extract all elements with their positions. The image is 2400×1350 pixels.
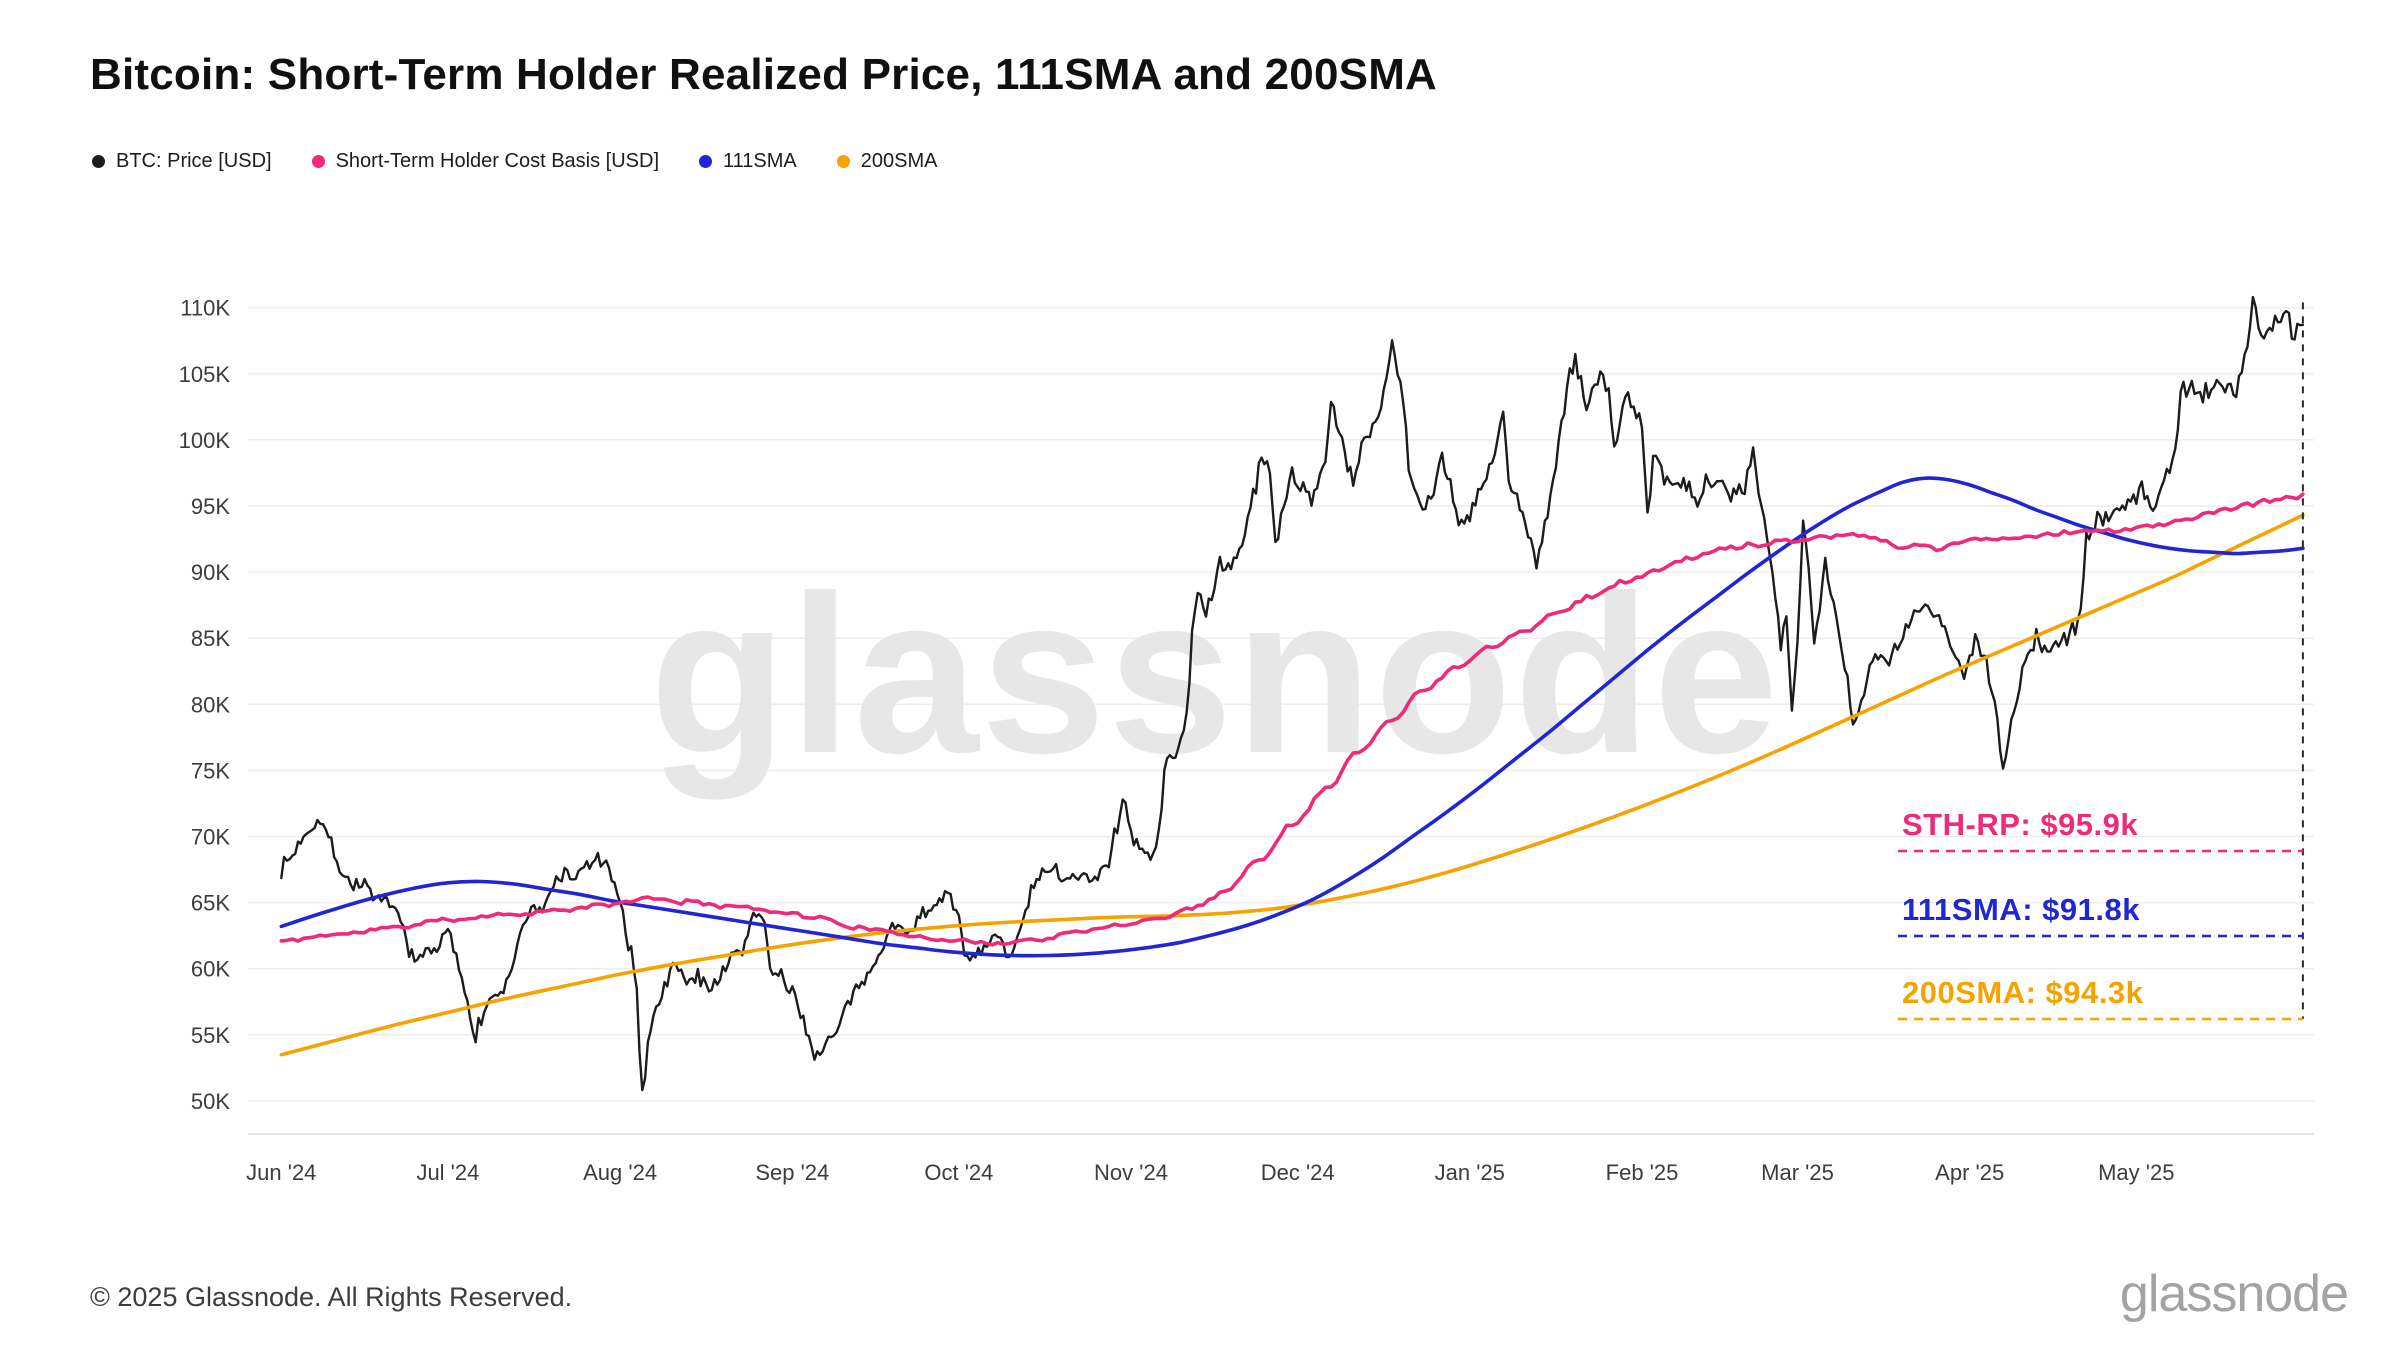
copyright-text: © 2025 Glassnode. All Rights Reserved. <box>90 1282 573 1312</box>
legend-dot-icon <box>311 155 325 168</box>
y-axis-tick-label: 65K <box>191 891 230 916</box>
y-axis-tick-label: 80K <box>191 692 230 717</box>
legend-dot-icon <box>699 155 712 168</box>
series-200sma <box>279 513 2305 1057</box>
glassnode-brand-logo: glassnode <box>2119 1265 2349 1323</box>
y-axis-tick-label: 105K <box>179 362 231 387</box>
annotation-label-200sma: 200SMA: $94.3k <box>1902 975 2144 1010</box>
legend-item-111sma[interactable]: 111SMA <box>699 150 797 173</box>
series-111sma <box>279 476 2305 958</box>
legend-label: 200SMA <box>860 150 938 172</box>
x-axis-tick-label: Apr '25 <box>1935 1160 2004 1185</box>
x-axis-tick-label: Sep '24 <box>755 1160 829 1185</box>
y-axis-tick-label: 75K <box>191 758 230 783</box>
x-axis-tick-label: Mar '25 <box>1761 1160 1834 1185</box>
y-axis-tick-label: 90K <box>191 560 230 585</box>
legend-dot-icon <box>92 155 105 168</box>
legend: BTC: Price [USD] Short-Term Holder Cost B… <box>92 150 937 173</box>
annotation-label-sth-rp: STH-RP: $95.9k <box>1902 807 2138 842</box>
x-axis-tick-label: Nov '24 <box>1094 1160 1168 1185</box>
annotation-label-111sma: 111SMA: $91.8k <box>1902 892 2140 927</box>
series-short-term-holder-cost-basis-usd <box>279 492 2305 947</box>
x-axis-tick-label: Jul '24 <box>416 1160 479 1185</box>
legend-label: Short-Term Holder Cost Basis [USD] <box>335 150 659 172</box>
y-axis-tick-label: 70K <box>191 825 230 850</box>
y-axis-tick-label: 85K <box>191 626 230 651</box>
x-axis-tick-label: Feb '25 <box>1606 1160 1679 1185</box>
x-axis-tick-label: Jun '24 <box>246 1160 316 1185</box>
legend-item-200sma[interactable]: 200SMA <box>836 150 938 173</box>
legend-label: 111SMA <box>723 150 797 172</box>
x-axis-tick-label: May '25 <box>2098 1160 2174 1185</box>
legend-item-btc-price-usd[interactable]: BTC: Price [USD] <box>92 150 272 173</box>
y-axis-tick-label: 95K <box>191 494 230 519</box>
legend-item-short-term-holder-cost-basis-usd[interactable]: Short-Term Holder Cost Basis [USD] <box>311 150 659 173</box>
legend-label: BTC: Price [USD] <box>116 150 272 172</box>
y-axis-tick-label: 55K <box>191 1023 230 1048</box>
y-axis-tick-label: 110K <box>180 296 230 321</box>
y-axis-tick-label: 60K <box>191 957 230 982</box>
x-axis-tick-label: Aug '24 <box>583 1160 657 1185</box>
y-axis-tick-label: 100K <box>179 428 231 453</box>
x-axis-tick-label: Jan '25 <box>1435 1160 1505 1185</box>
x-axis-tick-label: Dec '24 <box>1261 1160 1335 1185</box>
y-axis-tick-label: 50K <box>191 1089 230 1114</box>
series-btc-price-usd <box>280 295 2305 1092</box>
page-title: Bitcoin: Short-Term Holder Realized Pric… <box>90 50 1438 99</box>
legend-dot-icon <box>836 155 850 168</box>
x-axis-tick-label: Oct '24 <box>924 1160 993 1185</box>
